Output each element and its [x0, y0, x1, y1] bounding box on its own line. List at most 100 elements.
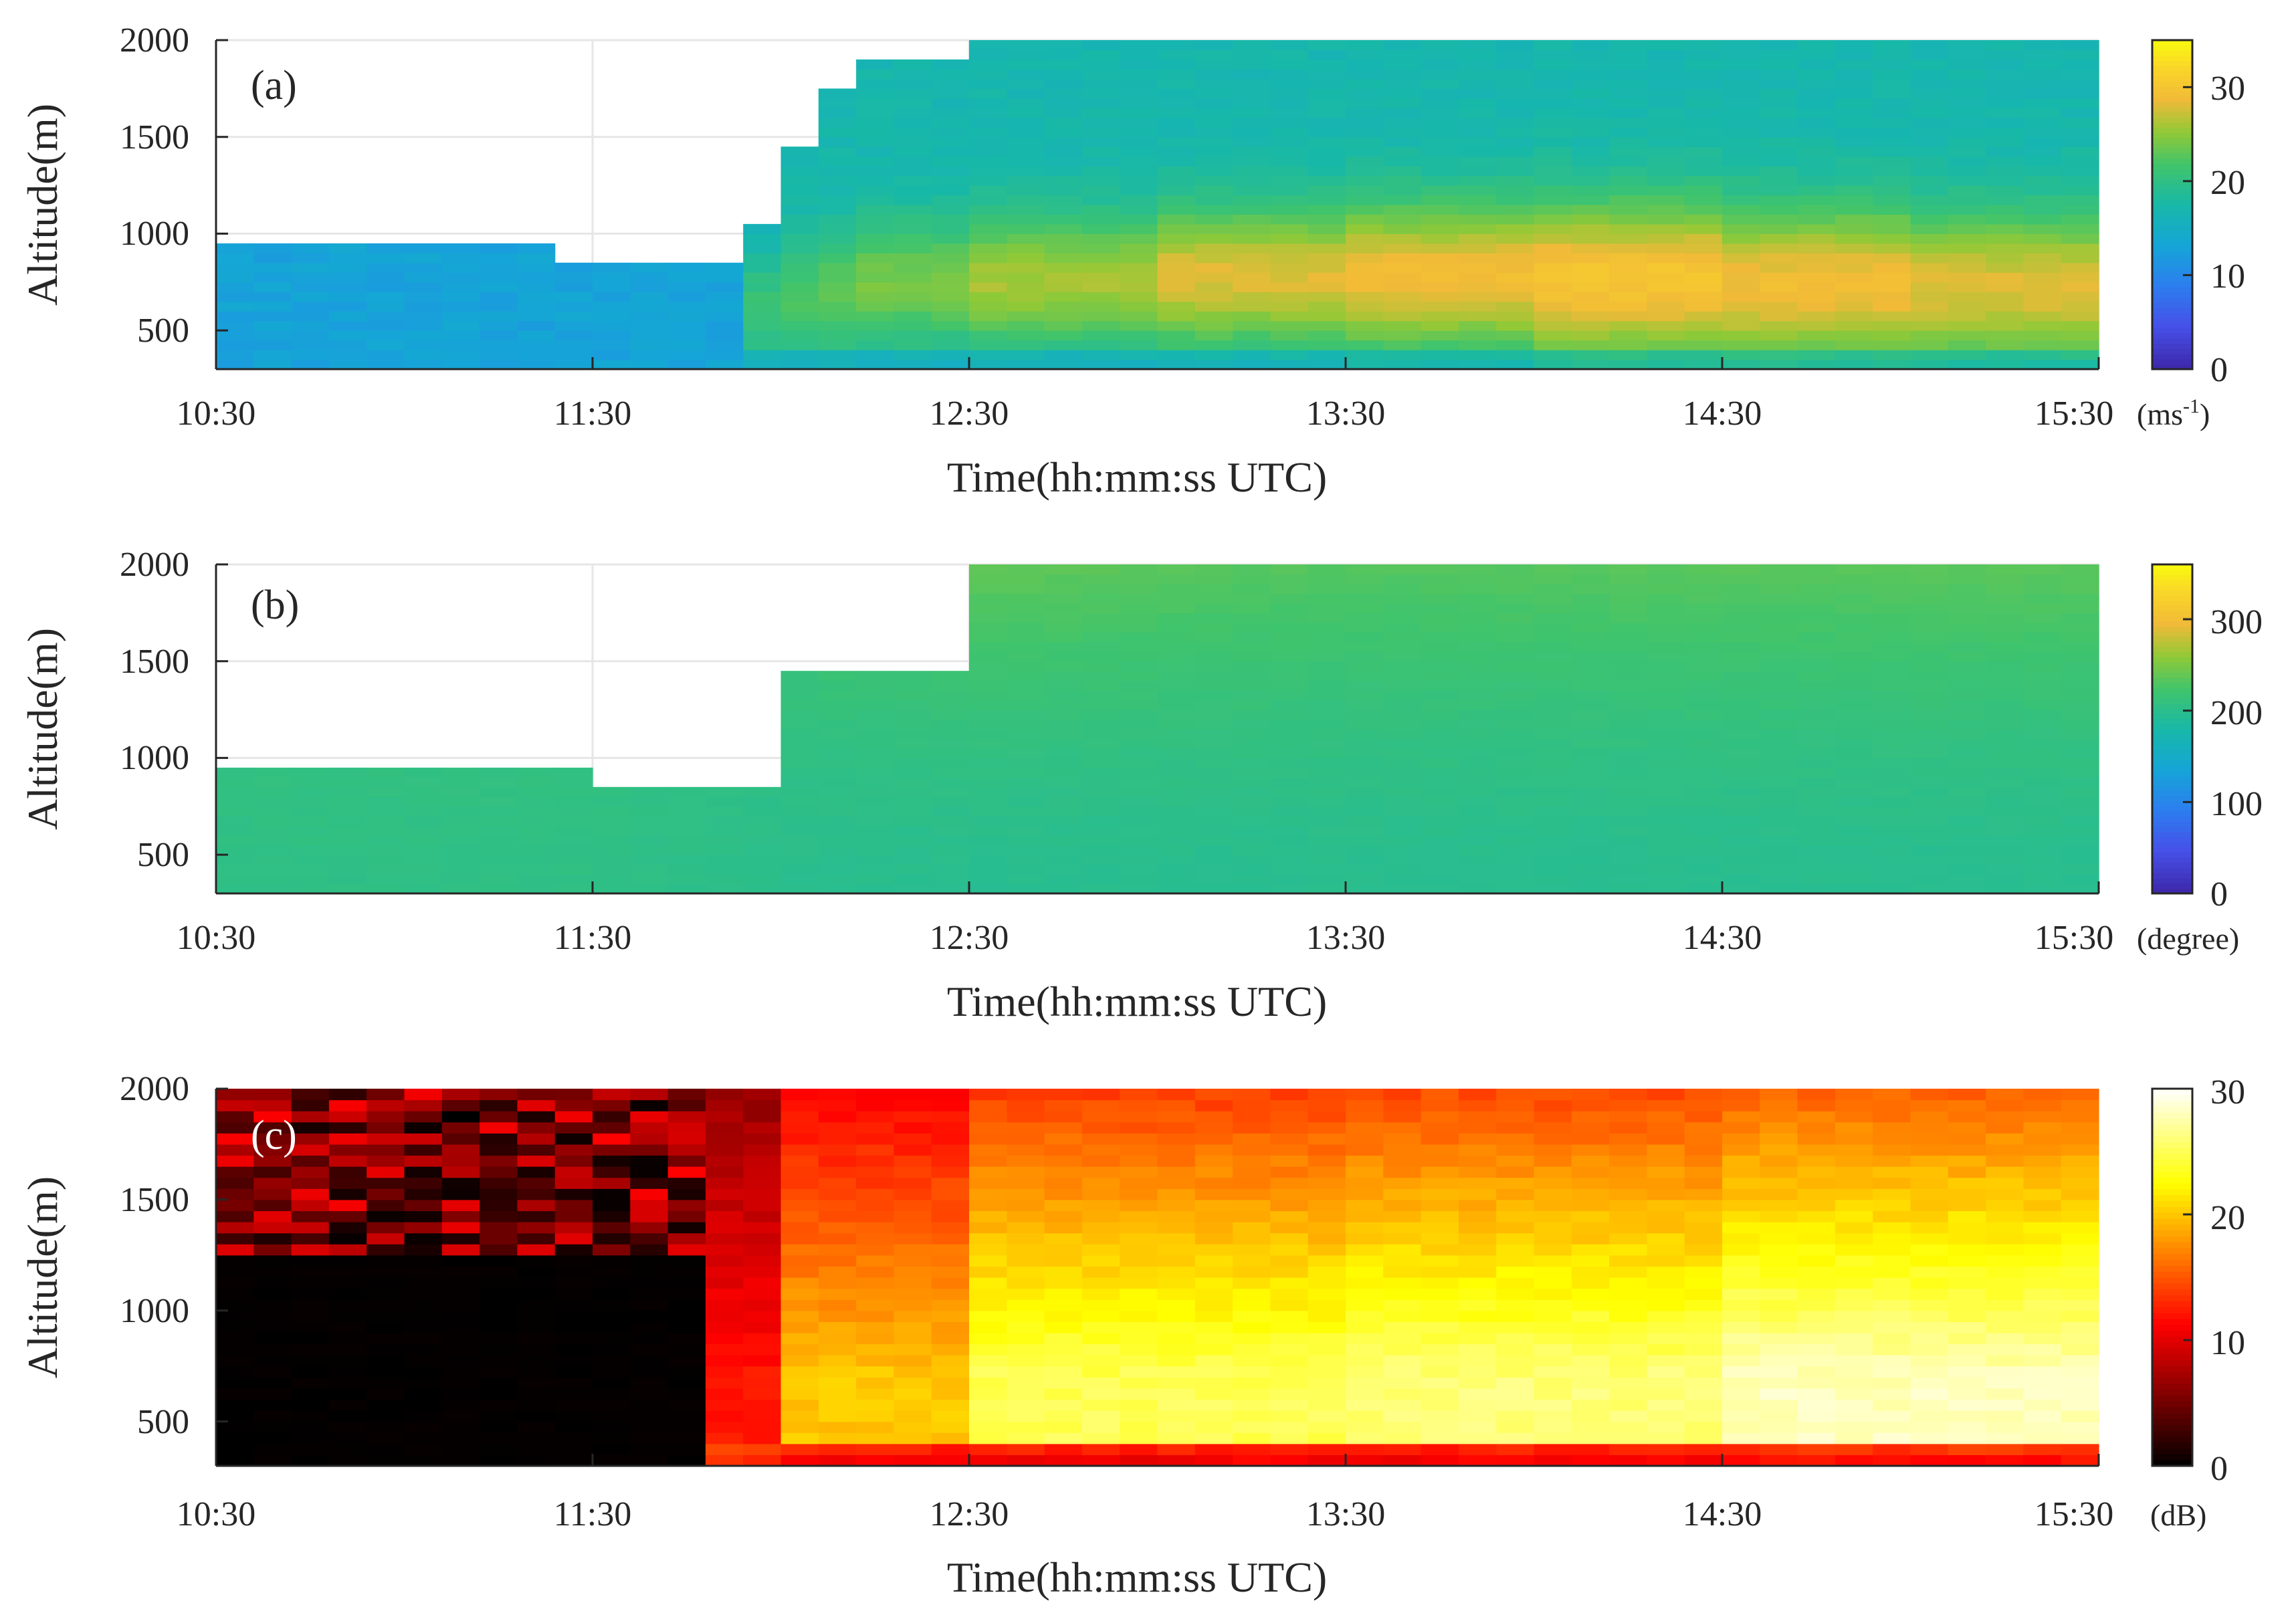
heatmap-cell	[1007, 738, 1045, 749]
heatmap-cell	[780, 205, 819, 215]
heatmap-cell	[630, 1177, 669, 1189]
heatmap-cell	[291, 1210, 330, 1222]
heatmap-cell	[667, 864, 706, 875]
heatmap-cell	[216, 253, 254, 263]
heatmap-cell	[1194, 185, 1233, 196]
heatmap-cell	[1157, 49, 1196, 60]
heatmap-cell	[705, 883, 744, 894]
heatmap-cell	[1346, 1133, 1384, 1145]
heatmap-cell	[780, 825, 819, 836]
heatmap-cell	[216, 1388, 254, 1400]
heatmap-cell	[1496, 1366, 1535, 1378]
heatmap-cell	[1308, 680, 1346, 691]
heatmap-cell	[931, 78, 970, 89]
heatmap-cell	[1722, 78, 1760, 89]
heatmap-cell	[1496, 786, 1535, 797]
heatmap-cell	[667, 874, 706, 885]
heatmap-cell	[1081, 593, 1120, 604]
heatmap-cell	[969, 651, 1007, 662]
heatmap-cell	[1458, 282, 1497, 292]
heatmap-cell	[1948, 1121, 1986, 1133]
heatmap-cell	[1458, 786, 1497, 797]
heatmap-cell	[291, 1144, 330, 1156]
panel-a-colorbar-tick-label: 10	[2210, 257, 2245, 296]
heatmap-cell	[1722, 223, 1760, 234]
heatmap-cell	[1081, 710, 1120, 720]
heatmap-cell	[291, 1355, 330, 1367]
heatmap-cell	[1270, 690, 1309, 701]
heatmap-cell	[705, 1310, 744, 1322]
heatmap-cell	[1081, 1188, 1120, 1200]
heatmap-cell	[1835, 883, 1873, 894]
heatmap-cell	[1270, 1210, 1309, 1222]
heatmap-cell	[1609, 127, 1647, 138]
heatmap-cell	[969, 1377, 1007, 1389]
heatmap-cell	[1458, 40, 1497, 51]
heatmap-cell	[517, 1343, 556, 1356]
heatmap-cell	[931, 1166, 970, 1178]
heatmap-cell	[1797, 205, 1836, 215]
heatmap-cell	[1496, 1454, 1535, 1467]
heatmap-cell	[367, 1288, 405, 1300]
panel-c-ytick-label: 500	[137, 1403, 189, 1441]
heatmap-cell	[291, 1388, 330, 1400]
heatmap-cell	[667, 806, 706, 817]
heatmap-cell	[2023, 1410, 2062, 1422]
heatmap-cell	[216, 1255, 254, 1267]
heatmap-cell	[1684, 1321, 1723, 1333]
heatmap-cell	[1081, 175, 1120, 186]
heatmap-cell	[1910, 195, 1949, 205]
heatmap-cell	[1421, 108, 1459, 118]
heatmap-cell	[1308, 845, 1346, 855]
heatmap-cell	[1835, 88, 1873, 99]
heatmap-cell	[1270, 1099, 1309, 1111]
heatmap-cell	[1157, 1366, 1196, 1378]
heatmap-cell	[1346, 1266, 1384, 1278]
heatmap-cell	[1383, 1443, 1422, 1455]
heatmap-cell	[1233, 1377, 1271, 1389]
heatmap-cell	[253, 1388, 292, 1400]
heatmap-cell	[1684, 350, 1723, 360]
heatmap-cell	[1910, 301, 1949, 312]
heatmap-cell	[1797, 1399, 1836, 1411]
heatmap-cell	[1647, 330, 1685, 341]
heatmap-cell	[1910, 272, 1949, 283]
heatmap-cell	[1910, 593, 1949, 604]
heatmap-cell	[1120, 340, 1158, 350]
heatmap-cell	[1609, 359, 1647, 370]
heatmap-cell	[1496, 583, 1535, 594]
heatmap-cell	[404, 1343, 443, 1356]
heatmap-cell	[1458, 146, 1497, 157]
heatmap-cell	[1873, 825, 1911, 836]
heatmap-cell	[2061, 786, 2099, 797]
heatmap-cell	[1270, 1188, 1309, 1200]
heatmap-cell	[1346, 156, 1384, 167]
heatmap-cell	[1760, 1199, 1798, 1212]
heatmap-cell	[1383, 671, 1422, 681]
heatmap-cell	[1609, 59, 1647, 70]
heatmap-cell	[253, 253, 292, 263]
heatmap-cell	[1383, 69, 1422, 80]
heatmap-cell	[1157, 699, 1196, 710]
heatmap-cell	[1760, 262, 1798, 273]
heatmap-cell	[1421, 205, 1459, 215]
heatmap-cell	[856, 1255, 894, 1267]
heatmap-cell	[1233, 758, 1271, 768]
heatmap-cell	[1684, 613, 1723, 623]
heatmap-cell	[216, 301, 254, 312]
heatmap-cell	[818, 729, 857, 740]
heatmap-cell	[1684, 1099, 1723, 1111]
heatmap-cell	[1044, 699, 1083, 710]
colorbar-swatch	[2152, 328, 2193, 334]
heatmap-cell	[1346, 641, 1384, 652]
heatmap-cell	[1647, 1454, 1685, 1467]
heatmap-cell	[593, 1232, 631, 1245]
heatmap-cell	[216, 1232, 254, 1245]
heatmap-cell	[1986, 1133, 2024, 1145]
heatmap-cell	[894, 214, 932, 225]
heatmap-cell	[1421, 350, 1459, 360]
heatmap-cell	[1534, 1443, 1572, 1455]
heatmap-cell	[1044, 1299, 1083, 1311]
heatmap-cell	[931, 350, 970, 360]
heatmap-cell	[667, 786, 706, 797]
